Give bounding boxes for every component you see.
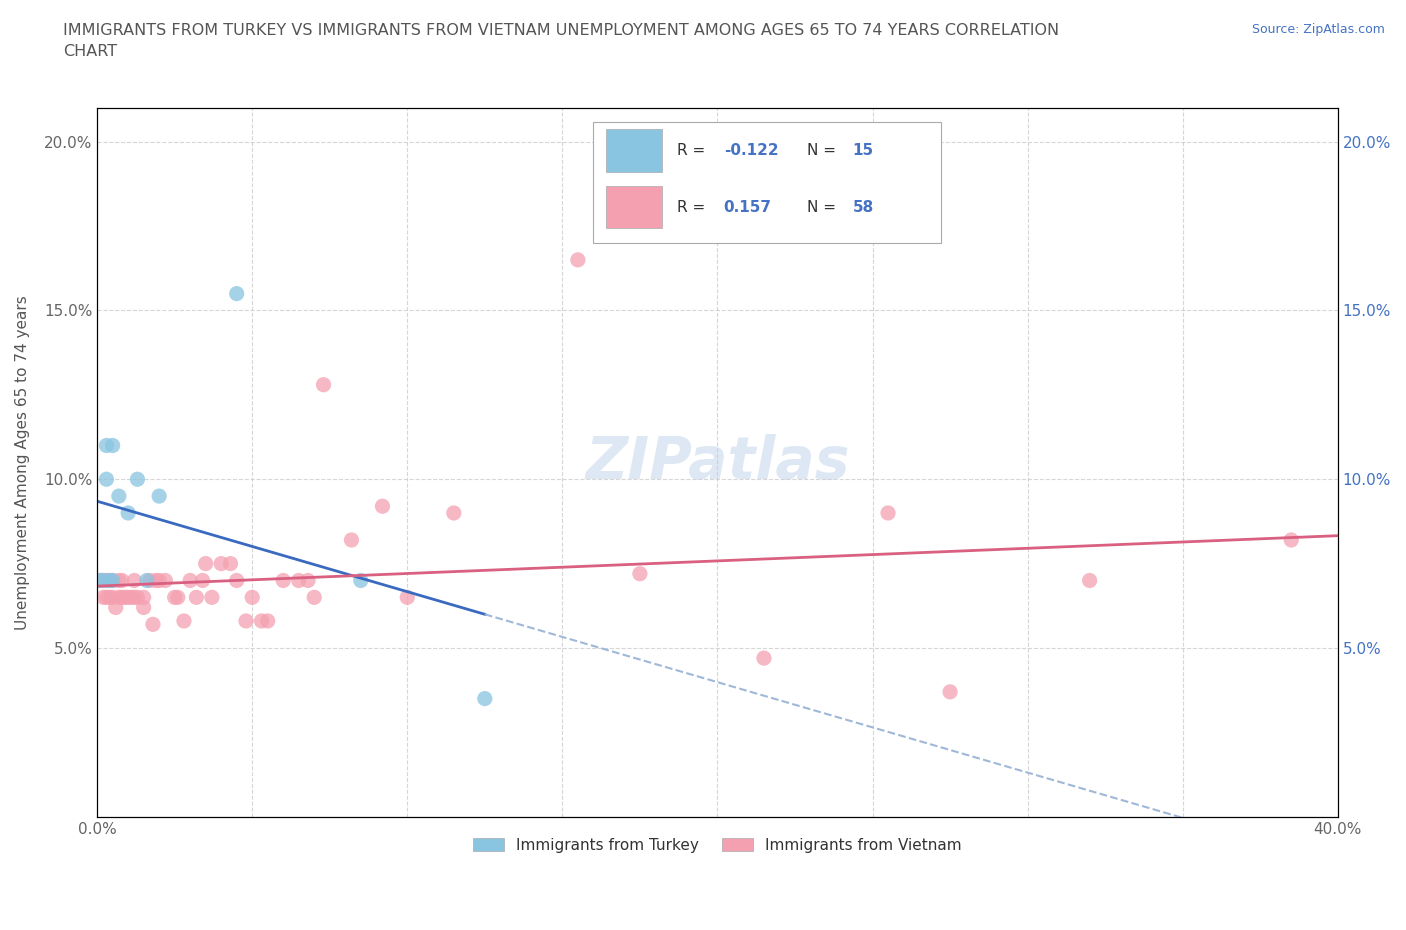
- Point: [340, 533, 363, 548]
- Y-axis label: Unemployment Among Ages 65 to 74 years: Unemployment Among Ages 65 to 74 years: [15, 295, 30, 630]
- Point: [96, 472, 118, 486]
- Point: [91, 573, 114, 588]
- Point: [108, 573, 131, 588]
- Point: [145, 573, 167, 588]
- Point: [101, 590, 124, 604]
- Point: [287, 573, 309, 588]
- Point: [939, 684, 962, 699]
- Point: [91, 590, 114, 604]
- Point: [124, 573, 146, 588]
- Text: 0.157: 0.157: [724, 200, 772, 215]
- Point: [271, 573, 294, 588]
- Point: [89, 573, 111, 588]
- Point: [173, 614, 195, 629]
- Point: [250, 614, 273, 629]
- Point: [111, 573, 134, 588]
- Text: ZIPatlas: ZIPatlas: [585, 434, 849, 491]
- Point: [235, 614, 257, 629]
- Point: [396, 590, 419, 604]
- Point: [371, 498, 394, 513]
- Point: [132, 590, 155, 604]
- Point: [101, 438, 124, 453]
- FancyBboxPatch shape: [606, 129, 662, 172]
- Point: [219, 556, 242, 571]
- Point: [98, 590, 121, 604]
- Point: [91, 573, 114, 588]
- Point: [114, 590, 136, 604]
- Point: [127, 472, 149, 486]
- Point: [155, 573, 177, 588]
- Point: [117, 590, 139, 604]
- FancyBboxPatch shape: [606, 186, 662, 229]
- Point: [1279, 533, 1302, 548]
- Point: [297, 573, 319, 588]
- Point: [302, 590, 325, 604]
- Point: [127, 590, 149, 604]
- Point: [1078, 573, 1101, 588]
- Point: [104, 600, 127, 615]
- Point: [163, 590, 186, 604]
- Legend: Immigrants from Turkey, Immigrants from Vietnam: Immigrants from Turkey, Immigrants from …: [467, 831, 967, 858]
- Point: [148, 573, 170, 588]
- Point: [117, 506, 139, 521]
- Point: [120, 590, 142, 604]
- Point: [209, 556, 232, 571]
- Point: [225, 286, 247, 301]
- Point: [877, 506, 900, 521]
- Point: [752, 651, 775, 666]
- Point: [108, 488, 131, 503]
- Point: [350, 573, 373, 588]
- Point: [628, 566, 651, 581]
- Point: [567, 252, 589, 267]
- Point: [96, 438, 118, 453]
- Text: R =: R =: [676, 200, 710, 215]
- Point: [443, 506, 465, 521]
- Point: [111, 590, 134, 604]
- Point: [124, 590, 146, 604]
- Point: [101, 573, 124, 588]
- Point: [225, 573, 247, 588]
- Text: Source: ZipAtlas.com: Source: ZipAtlas.com: [1251, 23, 1385, 36]
- FancyBboxPatch shape: [593, 122, 941, 243]
- Point: [96, 590, 118, 604]
- Point: [101, 573, 124, 588]
- Text: N =: N =: [807, 200, 841, 215]
- Point: [194, 556, 217, 571]
- Point: [191, 573, 214, 588]
- Point: [135, 573, 157, 588]
- Point: [186, 590, 208, 604]
- Point: [240, 590, 263, 604]
- Point: [139, 573, 162, 588]
- Point: [132, 600, 155, 615]
- Text: -0.122: -0.122: [724, 143, 779, 158]
- Text: IMMIGRANTS FROM TURKEY VS IMMIGRANTS FROM VIETNAM UNEMPLOYMENT AMONG AGES 65 TO : IMMIGRANTS FROM TURKEY VS IMMIGRANTS FRO…: [63, 23, 1059, 60]
- Point: [474, 691, 496, 706]
- Point: [201, 590, 224, 604]
- Text: 15: 15: [852, 143, 873, 158]
- Point: [98, 573, 121, 588]
- Point: [179, 573, 201, 588]
- Point: [166, 590, 188, 604]
- Text: 58: 58: [852, 200, 875, 215]
- Point: [89, 573, 111, 588]
- Text: N =: N =: [807, 143, 841, 158]
- Point: [312, 378, 335, 392]
- Point: [148, 488, 170, 503]
- Point: [108, 590, 131, 604]
- Point: [96, 573, 118, 588]
- Text: R =: R =: [676, 143, 710, 158]
- Point: [142, 617, 165, 631]
- Point: [98, 573, 121, 588]
- Point: [256, 614, 278, 629]
